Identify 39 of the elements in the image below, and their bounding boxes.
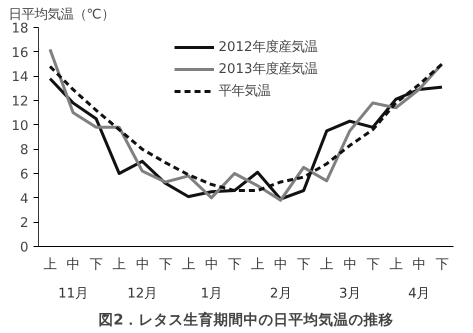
legend-label: 2012年度産気温 <box>218 38 318 56</box>
x-tick-label: 上 <box>44 258 57 272</box>
x-tick-label: 下 <box>366 258 380 272</box>
text: 2月 <box>270 286 292 302</box>
text: 4月 <box>408 286 430 302</box>
text: 図2．レタス生育期間中の日平均気温の推移 <box>98 310 394 328</box>
y-tick-label: 16 <box>12 46 29 61</box>
x-tick-label: 中 <box>343 258 356 272</box>
y-tick-label: 8 <box>20 143 29 158</box>
x-tick-label: 上 <box>182 258 195 272</box>
y-tick-label: 6 <box>20 168 29 182</box>
y-tick-label: 2 <box>20 216 29 232</box>
x-tick-label: 上 <box>389 258 402 272</box>
x-tick-label: 下 <box>435 258 448 272</box>
y-tick-label: 0 <box>20 240 29 256</box>
y-tick-label: 4 <box>20 192 29 207</box>
x-tick-label: 中 <box>204 258 218 272</box>
x-tick-label: 下 <box>297 258 310 272</box>
legend-label: 平年気温 <box>218 83 271 100</box>
y-tick-label: 14 <box>12 70 29 86</box>
text: 1月 <box>200 286 222 302</box>
x-tick-label: 下 <box>228 258 241 272</box>
text: 3月 <box>339 286 360 302</box>
x-tick-label: 中 <box>412 258 426 272</box>
legend-label: 2013年度産気温 <box>218 60 318 78</box>
y-axis-title: 日平均気温（℃） <box>8 8 114 22</box>
x-tick-label: 下 <box>158 258 172 272</box>
x-tick-label: 中 <box>136 258 149 272</box>
x-tick-label: 上 <box>320 258 334 272</box>
y-tick-label: 10 <box>12 118 29 134</box>
text: 11月 <box>58 286 88 302</box>
y-tick-label: 18 <box>12 22 29 36</box>
y-tick-label: 12 <box>12 94 29 110</box>
x-tick-label: 中 <box>66 258 80 272</box>
x-tick-label: 中 <box>274 258 288 272</box>
text: 12月 <box>127 286 158 302</box>
x-tick-label: 上 <box>112 258 126 272</box>
x-tick-label: 上 <box>251 258 264 272</box>
x-tick-label: 下 <box>90 258 103 272</box>
